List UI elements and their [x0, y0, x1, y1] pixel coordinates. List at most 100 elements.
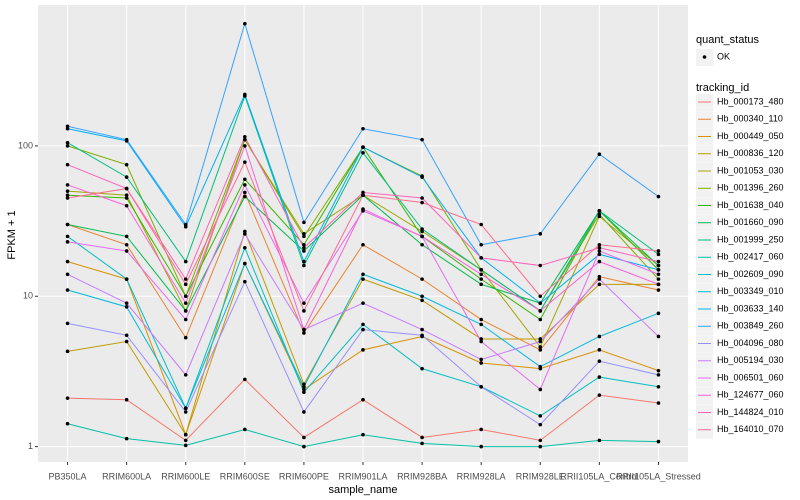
data-point: [597, 212, 602, 217]
data-point: [302, 220, 306, 225]
x-tick-label: RRIM901LA: [338, 471, 387, 481]
data-point: [538, 309, 543, 313]
data-point: [183, 294, 188, 299]
data-point: [656, 373, 661, 377]
data-point: [538, 438, 543, 443]
data-point: [479, 384, 483, 389]
legend-label: Hb_124677_060: [717, 390, 784, 400]
data-point: [243, 194, 247, 199]
data-point: [420, 242, 424, 247]
data-point: [420, 435, 424, 440]
data-point: [597, 334, 602, 339]
data-point: [302, 301, 306, 305]
data-point: [183, 222, 188, 227]
data-point: [361, 277, 365, 281]
data-point: [183, 309, 188, 313]
data-point: [243, 177, 247, 182]
data-point: [597, 348, 602, 352]
data-point: [124, 305, 129, 309]
data-point: [597, 393, 602, 397]
data-point: [361, 242, 365, 247]
data-point: [65, 396, 70, 400]
legend-label: Hb_003849_260: [717, 321, 784, 331]
data-point: [597, 245, 602, 250]
data-point: [302, 263, 306, 268]
points: [65, 21, 661, 449]
data-point: [243, 245, 247, 250]
x-tick-label: RRII105LA_Control: [560, 471, 638, 481]
data-point: [243, 144, 247, 148]
data-point: [479, 256, 483, 260]
data-point: [479, 337, 483, 341]
data-point: [302, 242, 306, 247]
data-point: [361, 348, 365, 352]
data-point: [243, 134, 247, 139]
data-point: [243, 232, 247, 236]
data-point: [302, 327, 306, 332]
data-point: [479, 361, 483, 365]
legend-label: Hb_001638_040: [717, 200, 784, 210]
data-point: [302, 444, 306, 449]
data-point: [420, 200, 424, 205]
legend-label: Hb_002609_090: [717, 269, 784, 279]
data-point: [361, 397, 365, 402]
data-point: [302, 384, 306, 389]
data-point: [183, 373, 188, 377]
legend-label: Hb_003633_140: [717, 303, 784, 313]
data-point: [538, 337, 543, 341]
data-point: [243, 229, 247, 234]
legend-label: Hb_001396_260: [717, 183, 784, 193]
data-point: [243, 261, 247, 266]
data-point: [361, 207, 365, 211]
data-point: [656, 259, 661, 264]
data-point: [65, 183, 70, 187]
legend-label: Hb_164010_070: [717, 424, 784, 434]
data-point: [243, 377, 247, 382]
data-point: [124, 249, 129, 253]
data-point: [420, 441, 424, 446]
data-point: [65, 349, 70, 354]
data-point: [538, 294, 543, 299]
x-tick-label: RRII105LA_Stressed: [616, 471, 701, 481]
data-point: [302, 387, 306, 392]
data-point: [538, 348, 543, 352]
data-point: [65, 144, 70, 148]
data-point: [538, 414, 543, 418]
x-tick-label: RRIM600LE: [161, 471, 210, 481]
data-point: [656, 384, 661, 389]
data-point: [65, 240, 70, 244]
data-point: [597, 375, 602, 379]
data-point: [183, 259, 188, 264]
data-point: [124, 234, 129, 239]
data-point: [597, 282, 602, 287]
data-point: [243, 183, 247, 187]
data-point: [65, 124, 70, 129]
data-point: [65, 189, 70, 193]
data-point: [361, 126, 365, 131]
x-tick-label: RRIM928LA: [457, 471, 506, 481]
legend-label: Hb_005194_030: [717, 355, 784, 365]
legend-label: Hb_006501_060: [717, 372, 784, 382]
legend-title: tracking_id: [696, 82, 749, 94]
data-point: [479, 267, 483, 272]
data-point: [420, 234, 424, 239]
data-point: [124, 333, 129, 338]
legend: OK Hb_000173_480 Hb_000340_110 Hb_000449_05…: [696, 49, 784, 439]
data-point: [183, 277, 188, 281]
data-point: [65, 288, 70, 292]
x-axis-title: sample_name: [328, 484, 397, 496]
data-point: [479, 222, 483, 227]
data-point: [124, 436, 129, 441]
data-point: [538, 422, 543, 427]
data-point: [479, 339, 483, 344]
data-point: [124, 301, 129, 305]
data-point: [243, 137, 247, 142]
data-point: [538, 263, 543, 268]
data-point: [361, 145, 365, 150]
status-legend-title: quant_status: [696, 34, 759, 46]
data-point: [597, 209, 602, 213]
data-point: [243, 427, 247, 432]
data-point: [538, 387, 543, 392]
data-point: [124, 242, 129, 247]
data-point: [124, 137, 129, 142]
